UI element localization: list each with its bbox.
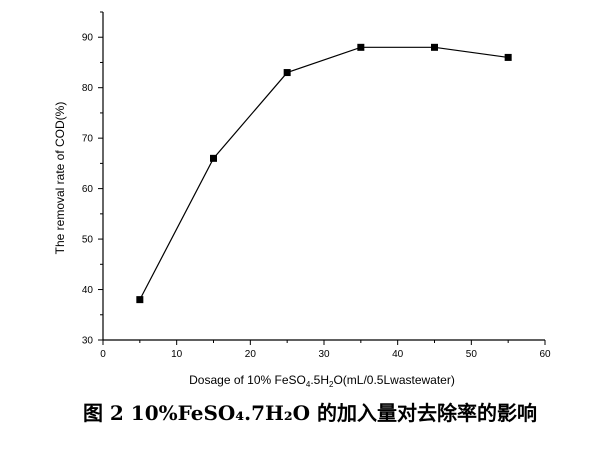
x-tick-label: 60 bbox=[539, 349, 551, 360]
y-tick-label: 30 bbox=[82, 336, 94, 347]
y-tick-label: 50 bbox=[82, 235, 94, 246]
chart: 0 10 20 30 40 50 60 30 40 50 60 70 80 90 Dosage of 1… bbox=[53, 11, 551, 389]
x-tick-label: 10 bbox=[171, 349, 183, 360]
data-point bbox=[357, 43, 365, 51]
x-axis-title: Dosage of 10% FeSO4.5H2O(mL/0.5Lwastewat… bbox=[189, 373, 455, 389]
y-tick-label: 70 bbox=[82, 134, 94, 145]
x-tick-label: 20 bbox=[245, 349, 257, 360]
data-point bbox=[283, 69, 291, 77]
data-point bbox=[504, 53, 512, 61]
y-axis: 30 40 50 60 70 80 90 bbox=[82, 11, 104, 347]
y-tick-label: 90 bbox=[82, 33, 94, 44]
y-axis-title: The removal rate of COD(%) bbox=[53, 102, 67, 255]
x-tick-label: 40 bbox=[392, 349, 404, 360]
y-tick-label: 40 bbox=[82, 285, 94, 296]
data-point bbox=[431, 43, 438, 51]
series-polyline bbox=[139, 46, 509, 300]
x-axis: 0 10 20 30 40 50 60 bbox=[100, 339, 551, 360]
x-tick-label: 30 bbox=[318, 349, 330, 360]
series-line bbox=[136, 43, 512, 304]
y-tick-label: 60 bbox=[82, 184, 94, 195]
x-tick-label: 0 bbox=[100, 349, 106, 360]
x-tick-label: 50 bbox=[466, 349, 478, 360]
data-point bbox=[136, 296, 144, 304]
y-tick-label: 80 bbox=[82, 83, 94, 94]
data-point bbox=[210, 154, 217, 162]
figure-caption: 图 2 10%FeSO₄.7H₂O 的加入量对去除率的影响 bbox=[82, 401, 538, 425]
